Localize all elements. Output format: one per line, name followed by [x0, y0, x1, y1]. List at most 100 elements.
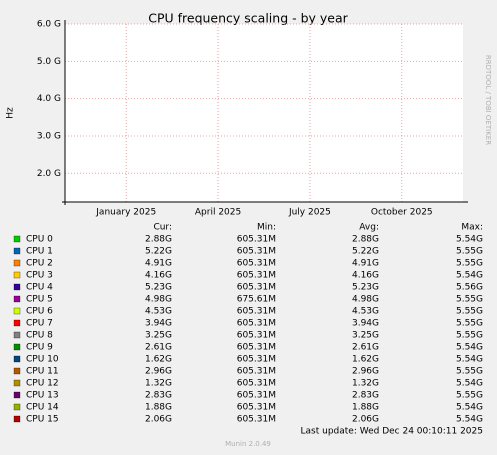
legend-cell: 4.98G: [145, 295, 172, 305]
legend-swatch: [13, 391, 21, 399]
y-tick-label: 3.0 G: [37, 131, 61, 141]
legend-cell: 2.06G: [352, 415, 379, 425]
legend-swatch: [13, 283, 21, 291]
legend-cell: 5.55G: [456, 295, 483, 305]
legend-cell: 605.31M: [237, 367, 276, 377]
legend-cell: 605.31M: [237, 379, 276, 389]
legend-swatch: [13, 355, 21, 363]
legend-cell: 605.31M: [237, 235, 276, 245]
legend-cell: 5.54G: [456, 271, 483, 281]
legend-cell: 605.31M: [237, 319, 276, 329]
legend-name: CPU 15: [26, 415, 59, 425]
legend-swatch: [13, 271, 21, 279]
legend-cell: 605.31M: [237, 343, 276, 353]
legend-name: CPU 8: [26, 331, 53, 341]
legend-cell: 5.54G: [456, 403, 483, 413]
legend-cell: 605.31M: [237, 355, 276, 365]
legend-cell: 5.55G: [456, 331, 483, 341]
legend-cell: 4.91G: [145, 259, 172, 269]
legend-swatch: [13, 415, 21, 423]
x-tick-label: April 2025: [195, 208, 241, 218]
legend-cell: 5.55G: [456, 319, 483, 329]
legend-cell: 2.88G: [352, 235, 379, 245]
legend-cell: 605.31M: [237, 391, 276, 401]
legend-cell: 4.16G: [352, 271, 379, 281]
legend-cell: 1.32G: [352, 379, 379, 389]
legend-cell: 4.91G: [352, 259, 379, 269]
legend-cell: 5.54G: [456, 355, 483, 365]
legend-cell: 4.53G: [352, 307, 379, 317]
legend-name: CPU 4: [26, 283, 53, 293]
legend-swatch: [13, 331, 21, 339]
legend-name: CPU 12: [26, 379, 59, 389]
legend-swatch: [13, 343, 21, 351]
y-tick-label: 6.0 G: [37, 20, 61, 30]
legend-cell: 605.31M: [237, 331, 276, 341]
legend-cell: 675.61M: [237, 295, 276, 305]
legend-header: Max:: [461, 223, 483, 233]
legend-cell: 2.06G: [145, 415, 172, 425]
legend-cell: 1.62G: [145, 355, 172, 365]
legend-cell: 2.61G: [145, 343, 172, 353]
legend-name: CPU 7: [26, 319, 53, 329]
legend-cell: 605.31M: [237, 271, 276, 281]
y-tick-label: 5.0 G: [37, 57, 61, 67]
legend-cell: 5.22G: [352, 247, 379, 257]
legend-cell: 605.31M: [237, 415, 276, 425]
legend-cell: 5.56G: [456, 283, 483, 293]
legend-cell: 5.23G: [352, 283, 379, 293]
legend-cell: 5.54G: [456, 343, 483, 353]
legend-swatch: [13, 319, 21, 327]
legend-cell: 605.31M: [237, 247, 276, 257]
y-tick-label: 4.0 G: [37, 94, 61, 104]
chart-title: CPU frequency scaling - by year: [148, 11, 348, 26]
legend-cell: 5.54G: [456, 235, 483, 245]
legend-name: CPU 10: [26, 355, 59, 365]
legend-cell: 5.55G: [456, 247, 483, 257]
legend-cell: 4.16G: [145, 271, 172, 281]
legend-name: CPU 3: [26, 271, 53, 281]
legend-swatch: [13, 259, 21, 267]
x-tick-label: July 2025: [288, 208, 331, 218]
legend-cell: 605.31M: [237, 283, 276, 293]
legend-swatch: [13, 247, 21, 255]
last-update: Last update: Wed Dec 24 00:10:11 2025: [301, 427, 483, 437]
legend-cell: 2.83G: [352, 391, 379, 401]
legend-name: CPU 1: [26, 247, 53, 257]
y-axis-label: Hz: [6, 107, 16, 119]
legend-header: Avg:: [359, 223, 379, 233]
legend-cell: 4.53G: [145, 307, 172, 317]
legend-name: CPU 2: [26, 259, 53, 269]
legend-cell: 5.55G: [456, 307, 483, 317]
legend-cell: 3.94G: [145, 319, 172, 329]
x-tick-label: January 2025: [95, 208, 156, 218]
legend-header: Min:: [257, 223, 276, 233]
legend-swatch: [13, 295, 21, 303]
legend-swatch: [13, 367, 21, 375]
side-text: RRDTOOL / TOBI OETIKER: [484, 55, 492, 145]
legend-swatch: [13, 307, 21, 315]
legend-cell: 5.54G: [456, 415, 483, 425]
legend-cell: 605.31M: [237, 259, 276, 269]
legend-cell: 2.83G: [145, 391, 172, 401]
legend-name: CPU 11: [26, 367, 59, 377]
legend-cell: 5.55G: [456, 391, 483, 401]
legend-name: CPU 5: [26, 295, 53, 305]
legend-name: CPU 14: [26, 403, 59, 413]
footer: Munin 2.0.49: [225, 440, 271, 448]
legend-swatch: [13, 235, 21, 243]
legend-cell: 1.62G: [352, 355, 379, 365]
legend-cell: 3.25G: [352, 331, 379, 341]
legend-cell: 5.22G: [145, 247, 172, 257]
legend-cell: 2.96G: [145, 367, 172, 377]
legend-swatch: [13, 403, 21, 411]
legend-cell: 3.25G: [145, 331, 172, 341]
legend-swatch: [13, 379, 21, 387]
legend-cell: 5.55G: [456, 367, 483, 377]
plot-area: [65, 24, 463, 202]
legend-name: CPU 9: [26, 343, 53, 353]
legend-cell: 1.88G: [352, 403, 379, 413]
legend-name: CPU 6: [26, 307, 53, 317]
legend-header: Cur:: [153, 223, 172, 233]
